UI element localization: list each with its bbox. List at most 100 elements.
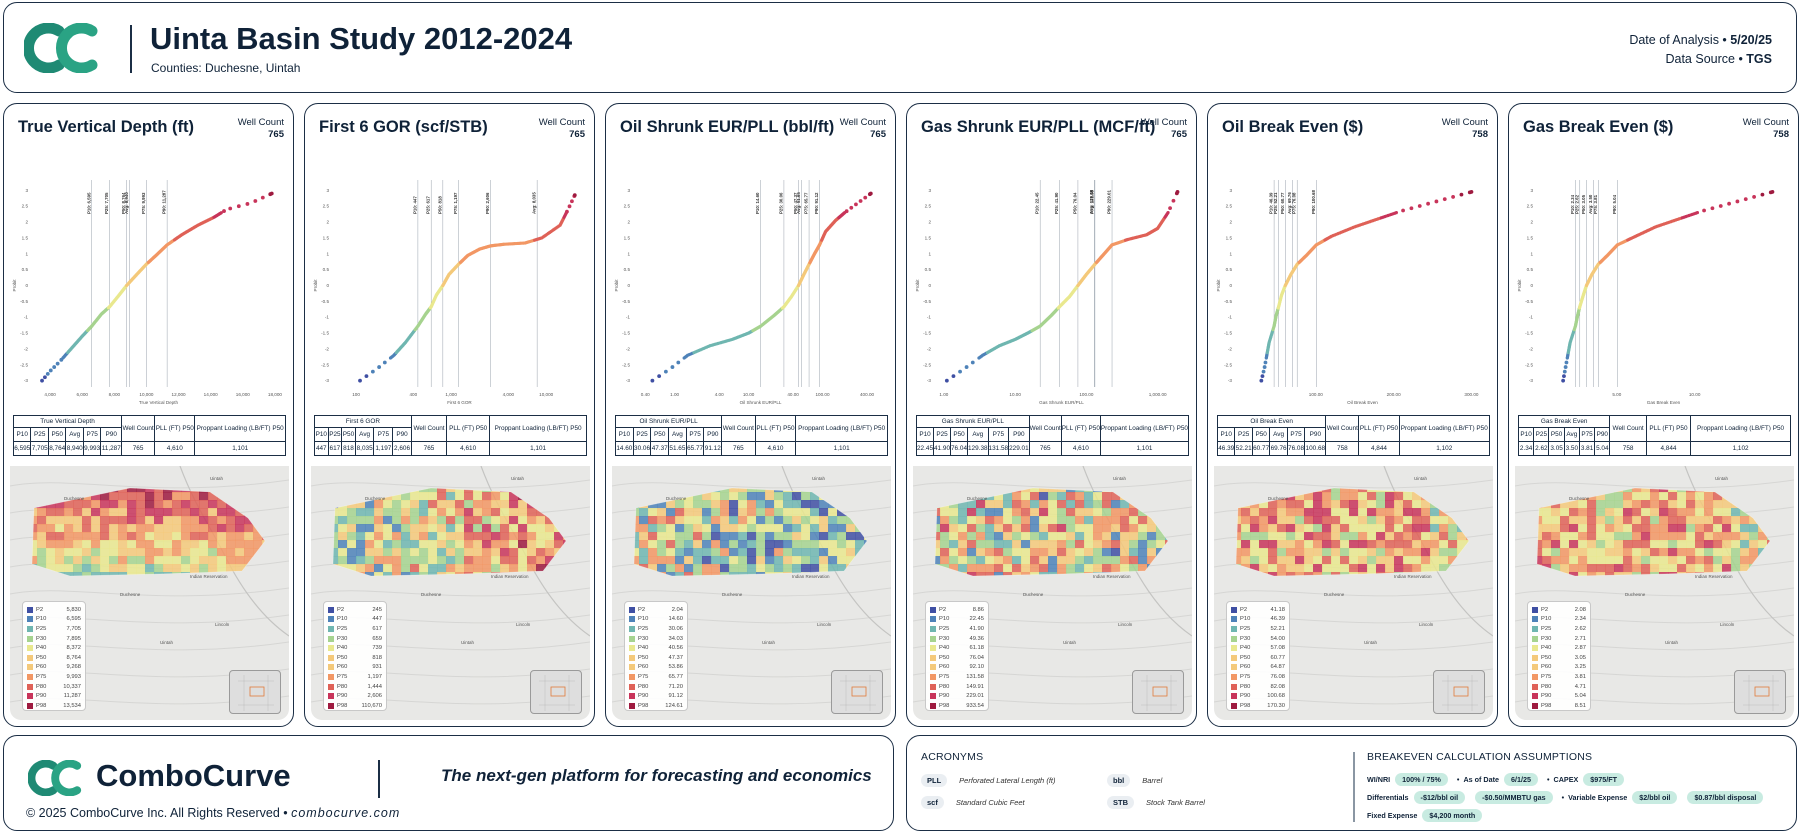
map-cell [392,540,402,549]
map-cell [1313,540,1323,549]
x-tick-label: 4.00 [715,392,724,397]
legend-key: P80 [27,683,46,690]
map-cell [464,524,474,533]
map-cell [1731,548,1741,557]
map-cell [127,524,137,533]
map-cell [338,532,348,541]
map-cell [648,572,658,576]
map-cell [801,556,811,565]
map-cell [949,524,959,533]
map-cell [675,532,685,541]
data-point [970,360,975,365]
map-cell [1776,548,1786,557]
map-cell [693,548,703,557]
map-cell [1704,532,1714,541]
legend-value: 65.77 [668,673,683,680]
map-cell [419,548,429,557]
acronym-key: STB [1107,796,1134,809]
map-cell [428,508,438,517]
map-cell [1614,572,1624,576]
map-cell [64,564,74,573]
heat-map[interactable]: Duchesne Uintah Duchesne Indian Reservation… [311,466,590,720]
map-cell [1749,500,1759,509]
map-inset[interactable] [530,670,582,714]
map-cell [1551,524,1561,533]
stats-prop-header: Proppant Loading (LB/FT) P50 [1099,415,1190,442]
data-point [55,361,60,366]
stats-col-header: P50 [47,427,67,442]
map-cell [181,540,191,549]
map-cell [91,540,101,549]
map-cell [1439,556,1449,565]
legend-percentile: P40 [1541,645,1552,652]
map-cell [1695,492,1705,501]
heat-map[interactable]: Duchesne Uintah Duchesne Indian Reservation… [1515,466,1794,720]
heat-map[interactable]: Duchesne Uintah Duchesne Indian Reservation… [1214,466,1493,720]
map-cell [1659,532,1669,541]
map-inset[interactable] [831,670,883,714]
heat-map[interactable]: Duchesne Uintah Duchesne Indian Reservation… [913,466,1192,720]
map-cell [1686,500,1696,509]
legend-key: P2 [27,606,43,613]
map-cell [810,540,820,549]
map-cell [91,548,101,557]
legend-swatch [27,635,33,642]
map-cell [958,516,968,525]
heat-map[interactable]: Duchesne Uintah Duchesne Indian Reservation… [612,466,891,720]
map-cell [756,556,766,565]
map-cell [1295,492,1305,501]
map-cell [253,572,263,576]
map-cell [491,564,501,573]
map-cell [1430,488,1440,493]
map-cell [82,572,92,576]
terrain-line [10,479,289,489]
legend-key: P50 [27,654,46,661]
map-cell [765,548,775,557]
map-inset[interactable] [1433,670,1485,714]
map-inset[interactable] [1734,670,1786,714]
website-link[interactable]: combocurve.com [291,806,401,820]
map-cell [1412,492,1422,501]
map-cell [154,516,164,525]
map-cell [985,524,995,533]
map-cell [738,564,748,573]
map-inset[interactable] [229,670,281,714]
stats-wc-header: Well Count [121,415,156,442]
map-cell [199,532,209,541]
map-cell [536,500,546,509]
heat-map[interactable]: Duchesne Uintah Duchesne Indian Reservation… [10,466,289,720]
map-cell [365,524,375,533]
map-cell [446,564,456,573]
map-cell [145,524,155,533]
map-cell [1048,540,1058,549]
map-cell [356,540,366,549]
map-cell [1403,524,1413,533]
map-cell [1385,492,1395,501]
map-cell [1057,500,1067,509]
map-cell [419,500,429,509]
map-cell [226,556,236,565]
map-cell [1165,492,1168,501]
x-tick-label: 8,000 [109,392,121,397]
map-cell [437,548,447,557]
map-cell [720,548,730,557]
percentile-label: Avg: 51.65 [796,192,801,214]
stats-value: 129.38 [967,441,989,456]
map-cell [500,500,510,509]
map-cell [1021,500,1031,509]
map-cell [518,532,528,541]
inset-grid [1141,675,1177,711]
map-cell [1767,572,1770,576]
map-cell [1358,556,1368,565]
stats-prop-value: 1,102 [1690,441,1791,456]
map-cell [1650,548,1660,557]
map-cell [64,500,74,509]
map-cell [1542,556,1552,565]
stats-col-header: P25 [632,427,652,442]
map-cell [1259,540,1269,549]
map-cell [1129,540,1139,549]
map-cell [217,516,227,525]
map-inset[interactable] [1132,670,1184,714]
map-cell [446,516,456,525]
map-cell [374,556,384,565]
